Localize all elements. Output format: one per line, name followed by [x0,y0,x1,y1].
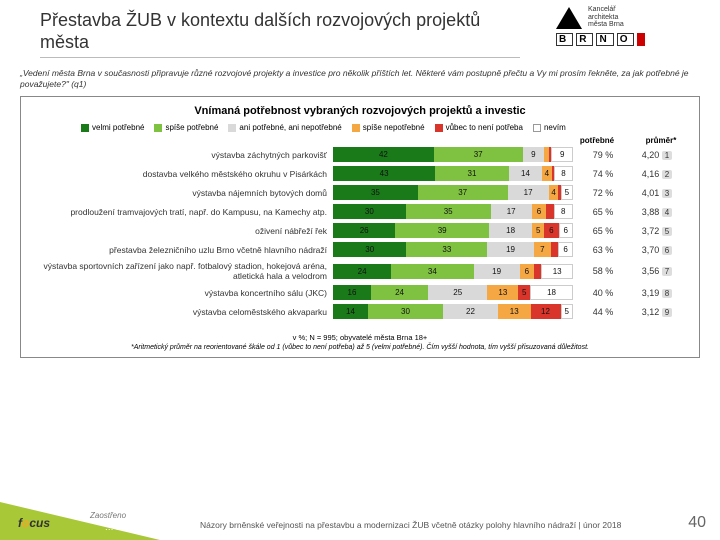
footer: focus Zaostřeno … na výsledky! Názory br… [0,502,720,540]
table-row: dostavba velkého městského okruhu v Pisá… [33,166,687,181]
survey-question: „Vedení města Brna v současnosti připrav… [0,62,720,92]
page-title: Přestavba ŽUB v kontextu dalších rozvojo… [40,10,520,58]
scale-note: *Aritmetický průměr na reorientované šká… [21,344,699,356]
brno-logo: Kancelář architekta města Brna BRNO [556,6,706,46]
legend: velmi potřebnéspíše potřebnéani potřebné… [21,123,699,136]
source-text: Názory brněnské veřejnosti na přestavbu … [200,520,621,530]
chart-container: Vnímaná potřebnost vybraných rozvojových… [20,96,700,357]
table-row: prodloužení tramvajových tratí, např. do… [33,204,687,219]
table-row: výstavba celoměstského akvaparku14302213… [33,304,687,319]
table-row: výstavba nájemních bytových domů35371745… [33,185,687,200]
focus-logo: focus [18,516,50,530]
table-row: výstavba záchytných parkovišť42379979 %4… [33,147,687,162]
page-number: 40 [688,514,706,532]
chart-title: Vnímaná potřebnost vybraných rozvojových… [21,97,699,123]
sample-note: v %; N = 995; obyvatelé města Brna 18+ [21,329,699,344]
column-headers: potřebné průměr* [21,136,699,145]
table-row: oživení nábřeží řek26391856665 %3,72 5 [33,223,687,238]
table-row: přestavba železničního uzlu Brno včetně … [33,242,687,257]
table-row: výstavba sportovních zařízení jako např.… [33,261,687,281]
table-row: výstavba koncertního sálu (JKC)162425135… [33,285,687,300]
chart-rows: výstavba záchytných parkovišť42379979 %4… [21,145,699,329]
